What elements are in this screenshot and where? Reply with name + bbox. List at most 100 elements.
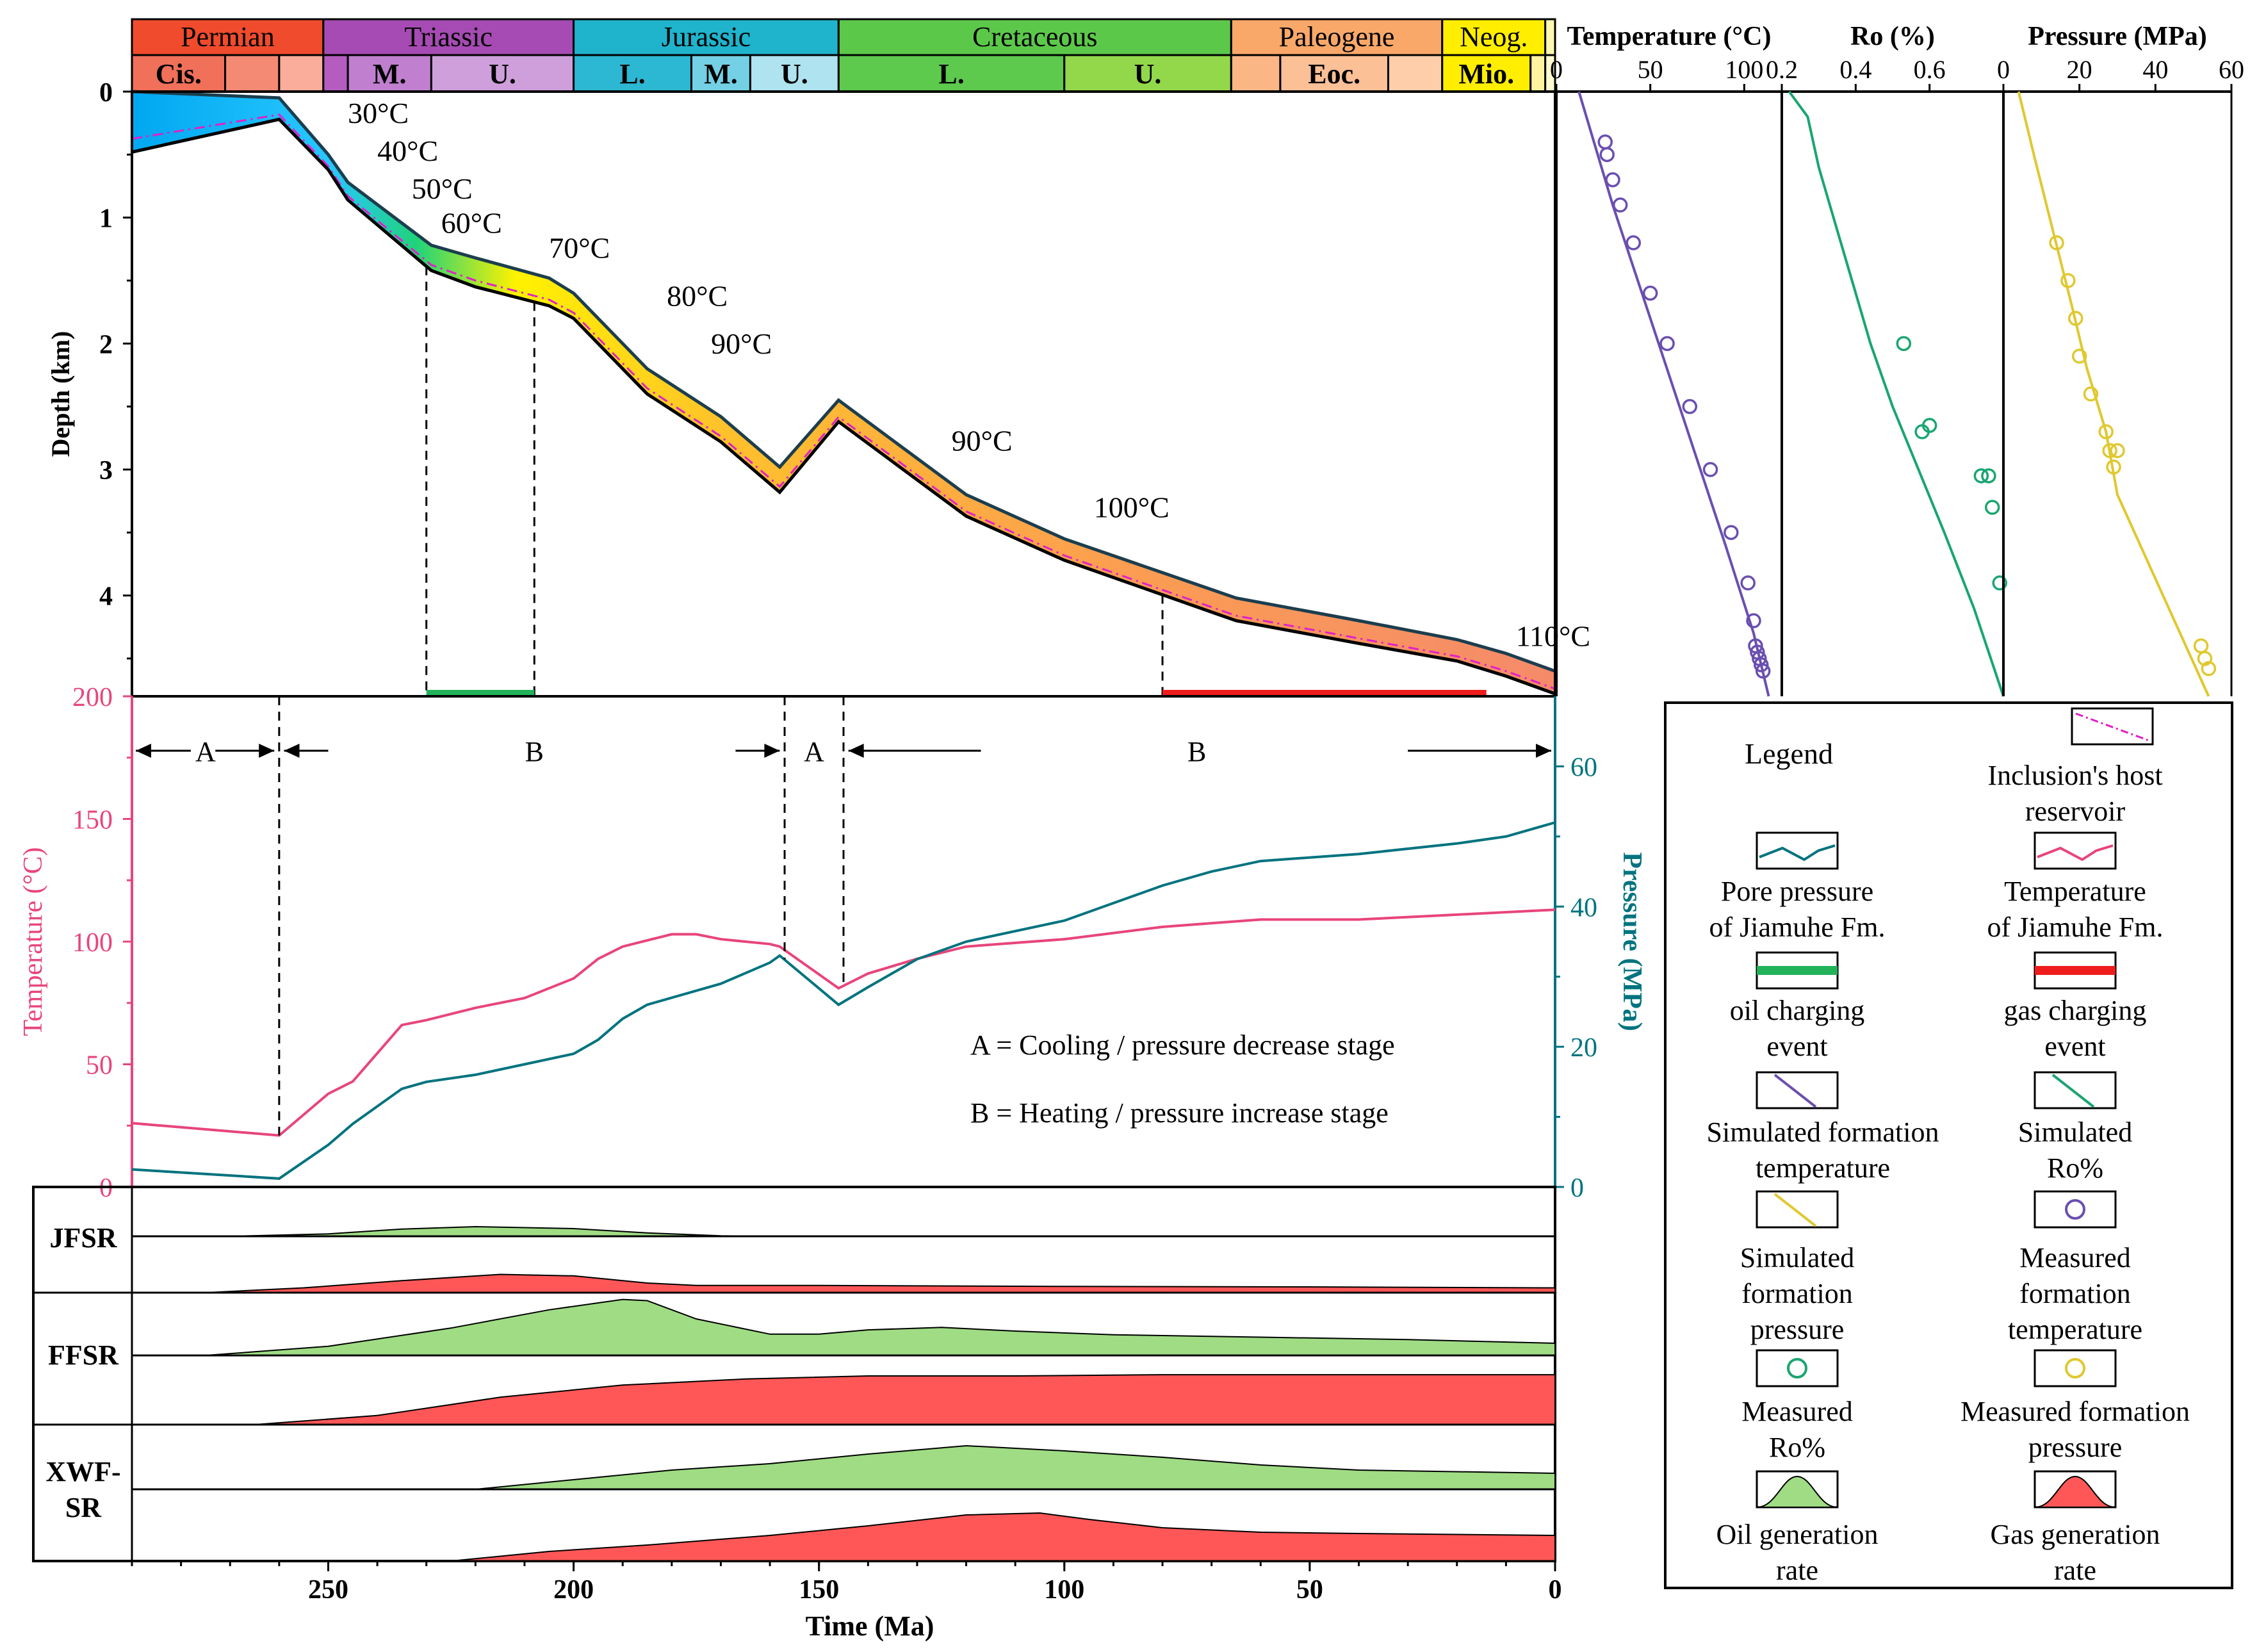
measured-point xyxy=(1981,468,1996,484)
measured-point xyxy=(1914,424,1930,439)
stage-arrow-head xyxy=(1536,744,1551,758)
time-axis-title: Time (Ma) xyxy=(806,1610,934,1642)
isotherm-label: 50°C xyxy=(412,172,473,205)
legend-label: Measured xyxy=(2019,1242,2131,1273)
time-tick-label: 250 xyxy=(308,1575,348,1605)
epoch-label: L. xyxy=(619,58,645,90)
measured-point xyxy=(1626,235,1642,250)
period-cell xyxy=(1544,18,1556,56)
isotherm-label: 80°C xyxy=(667,279,728,312)
legend-symbol xyxy=(2034,1071,2117,1109)
measured-point xyxy=(2110,443,2125,459)
epoch-label: Mio. xyxy=(1458,58,1514,90)
period-label: Triassic xyxy=(404,21,493,53)
temperature-axis-title: Temperature (°C) xyxy=(19,847,48,1036)
profile-xtick-label: 60 xyxy=(2219,55,2244,84)
legend-wavy-line xyxy=(1759,844,1836,862)
legend-label: Measured xyxy=(1741,1396,1853,1427)
epoch-label: M. xyxy=(704,58,738,90)
measured-point xyxy=(1724,525,1739,541)
period-cell xyxy=(322,18,575,56)
profile-axis-title: Ro (%) xyxy=(1850,22,1935,51)
legend-symbol xyxy=(1756,1071,1839,1109)
measured-point xyxy=(2067,311,2083,326)
legend-diag-line xyxy=(1773,1193,1817,1227)
measured-point xyxy=(1642,285,1658,301)
profile-xtick-label: 50 xyxy=(1638,55,1663,84)
measured-point xyxy=(1896,336,1912,352)
legend-label: rate xyxy=(2054,1555,2096,1586)
generation-row xyxy=(33,1298,1556,1426)
legend-title: Legend xyxy=(1745,737,1833,770)
measured-point xyxy=(1659,336,1675,352)
pressure-tick-label: 40 xyxy=(1570,893,1597,922)
geologic-time-scale: Permian Triassic Jurassic Cretaceous Paleoge… xyxy=(131,18,1556,93)
isotherm-label: 40°C xyxy=(377,135,438,167)
legend-symbol xyxy=(2034,1470,2117,1509)
profile-xtick-label: 0.2 xyxy=(1766,55,1798,84)
pressure-tick-label: 60 xyxy=(1570,753,1597,782)
stage-label: A xyxy=(804,736,824,767)
legend-label: of Jiamuhe Fm. xyxy=(1987,912,2164,943)
legend-circle xyxy=(1787,1358,1807,1378)
epoch-cell xyxy=(1441,54,1532,93)
period-label: Paleogene xyxy=(1279,21,1395,53)
legend-frame xyxy=(1664,701,2233,1589)
legend-symbol xyxy=(1756,1190,1839,1229)
temperature-tick-label: 50 xyxy=(86,1051,113,1081)
legend-symbol xyxy=(2071,707,2154,746)
legend-label: formation xyxy=(1741,1278,1853,1309)
isotherm-label: 60°C xyxy=(441,206,502,239)
measured-point xyxy=(1984,500,2000,515)
profile-axis-title: Pressure (MPa) xyxy=(2028,22,2207,51)
isotherm-label: 70°C xyxy=(549,232,610,265)
oil-generation-area xyxy=(132,1298,1556,1356)
gas-generation-area xyxy=(132,1273,1556,1293)
epoch-cell xyxy=(224,54,281,93)
depth-tick-label: 3 xyxy=(99,456,113,486)
period-cell xyxy=(1441,18,1547,56)
measured-point xyxy=(2106,459,2121,475)
stage-note: A = Cooling / pressure decrease stage xyxy=(970,1029,1395,1061)
depth-tick-label: 0 xyxy=(99,78,113,108)
epoch-label: U. xyxy=(1134,58,1162,90)
profile-panel: 0.2 0.4 0.6 Ro (%) xyxy=(1766,22,2007,697)
legend-wavy-line xyxy=(2037,844,2114,862)
epoch-label: U. xyxy=(489,58,516,90)
stage-label: B xyxy=(1187,736,1206,767)
inclusion-host-reservoir-line xyxy=(131,113,1556,690)
burial-history-panel: 30°C 40°C 50°C60°C 70°C 80°C 90°C 90°C 100°C 110… xyxy=(46,78,1590,698)
source-rock-label: JFSR xyxy=(49,1222,117,1254)
burial-base-surface xyxy=(131,117,1556,696)
stage-arrow-head xyxy=(259,744,275,758)
legend-symbol-box xyxy=(2034,831,2117,870)
stage-arrow-head xyxy=(848,744,864,758)
legend-bump xyxy=(2034,1475,2116,1508)
source-rock-label: SR xyxy=(65,1492,102,1523)
legend-symbol xyxy=(1756,951,1839,990)
source-rock-label: XWF- xyxy=(45,1456,120,1487)
generation-row xyxy=(33,1444,1556,1562)
legend-bump xyxy=(1756,1475,1838,1508)
legend-label: temperature xyxy=(2008,1314,2142,1345)
legend-label: formation xyxy=(2019,1278,2131,1309)
profile-panel: 0 50 100 Temperature (°C) xyxy=(1550,22,1782,697)
burial-top-surface xyxy=(131,90,1556,673)
period-label: Neog. xyxy=(1460,21,1528,53)
measured-point xyxy=(1740,575,1756,591)
legend-symbol-box xyxy=(2034,1071,2117,1109)
legend-label: gas charging xyxy=(2004,995,2147,1026)
legend-symbol-box xyxy=(1756,1190,1839,1229)
epoch-cell xyxy=(749,54,840,93)
profile-xtick-label: 0 xyxy=(1997,55,2010,84)
isotherm-label: 100°C xyxy=(1094,491,1170,524)
stage-arrow-head xyxy=(764,744,780,758)
legend-symbol xyxy=(2034,1190,2117,1229)
legend-symbol-box xyxy=(1756,1071,1839,1109)
legend-circle xyxy=(2065,1199,2085,1220)
epoch-cell xyxy=(346,54,432,93)
legend-symbol-box xyxy=(2034,1349,2117,1387)
gas-generation-area xyxy=(132,1374,1556,1425)
measured-point xyxy=(1973,468,1989,484)
